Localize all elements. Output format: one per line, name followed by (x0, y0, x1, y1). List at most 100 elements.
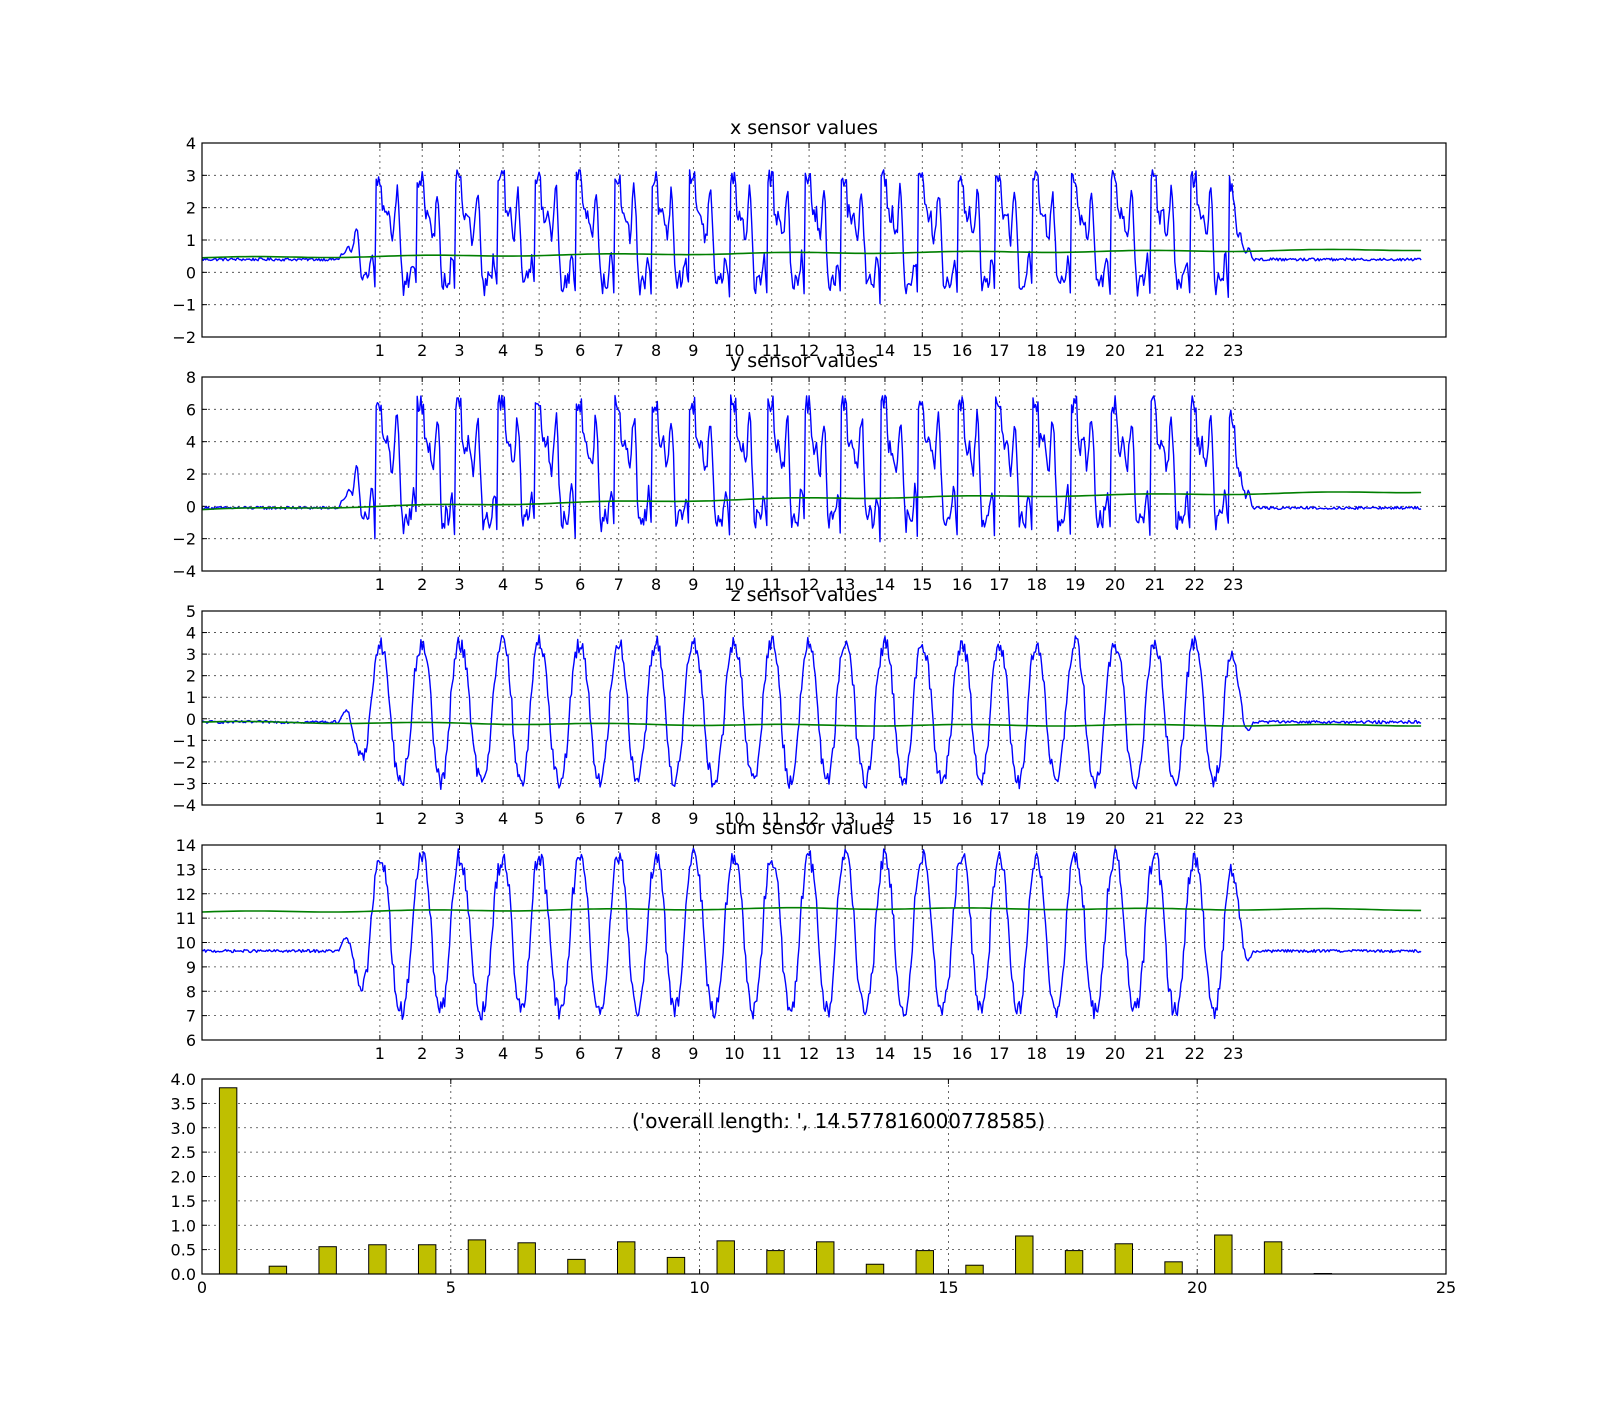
y-tick-label: 3 (186, 645, 196, 664)
y-tick-label: 3.0 (171, 1119, 196, 1138)
bar (1263, 1241, 1283, 1275)
x-tick-label: 16 (952, 1044, 972, 1063)
x-tick-label: 1 (375, 1044, 385, 1063)
signal-line (201, 169, 1422, 305)
y-tick-label: 13 (176, 860, 196, 879)
y-tick-label: −1 (172, 296, 196, 315)
y-tick-label: 4 (186, 433, 196, 452)
mean-line (201, 491, 1422, 511)
x-tick-label: 7 (614, 341, 624, 360)
x-tick-label: 20 (1187, 1278, 1207, 1297)
x-tick-label: 9 (688, 1044, 698, 1063)
x-tick-label: 18 (1027, 575, 1047, 594)
x-tick-label: 17 (989, 341, 1009, 360)
y-tick-label: 0.5 (171, 1241, 196, 1260)
x-tick-label: 2 (417, 809, 427, 828)
x-tick-label: 21 (1145, 1044, 1165, 1063)
y-tick-label: −4 (172, 796, 196, 815)
mean-line (201, 248, 1422, 259)
x-tick-label: 16 (952, 809, 972, 828)
z-sensor-title: z sensor values (731, 584, 878, 606)
x-tick-label: 21 (1145, 575, 1165, 594)
y-tick-label: 2 (186, 199, 196, 218)
y-tick-label: 0 (186, 263, 196, 282)
x-tick-label: 6 (575, 341, 585, 360)
bar (318, 1246, 337, 1275)
y-tick-label: 2.0 (171, 1168, 196, 1187)
x-tick-label: 9 (688, 809, 698, 828)
x-tick-label: 5 (446, 1278, 456, 1297)
x-tick-label: 6 (575, 809, 585, 828)
x-tick-label: 21 (1145, 809, 1165, 828)
x-tick-label: 7 (614, 575, 624, 594)
x-tick-label: 7 (614, 809, 624, 828)
y-tick-label: 1.0 (171, 1216, 196, 1235)
y-tick-label: 7 (186, 1007, 196, 1026)
y-tick-label: 9 (186, 958, 196, 977)
x-tick-label: 4 (498, 809, 508, 828)
bar (965, 1264, 984, 1275)
x-tick-label: 22 (1185, 575, 1205, 594)
y-tick-label: 1 (186, 688, 196, 707)
bar (716, 1240, 735, 1275)
x-tick-label: 14 (875, 341, 895, 360)
x-tick-label: 3 (454, 809, 464, 828)
x-tick-label: 18 (1027, 809, 1047, 828)
x-tick-label: 9 (688, 341, 698, 360)
axes-frame (201, 142, 1447, 338)
y-tick-label: 0 (186, 497, 196, 516)
y-tick-label: 0.0 (171, 1265, 196, 1284)
x-tick-label: 10 (689, 1278, 709, 1297)
y-tick-label: 8 (186, 368, 196, 387)
x-tick-label: 19 (1065, 1044, 1085, 1063)
x-tick-label: 10 (724, 341, 744, 360)
y-tick-label: 10 (176, 934, 196, 953)
y-sensor-title: y sensor values (730, 350, 878, 372)
bar (368, 1244, 387, 1275)
x-tick-label: 9 (688, 575, 698, 594)
x-tick-label: 17 (989, 1044, 1009, 1063)
x-tick-label: 18 (1027, 341, 1047, 360)
y-tick-label: 2 (186, 465, 196, 484)
bar (865, 1263, 885, 1275)
bar (268, 1265, 288, 1275)
x-tick-label: 11 (762, 809, 782, 828)
signal-line (201, 634, 1422, 790)
y-tick-label: −2 (172, 753, 196, 772)
x-tick-label: 13 (835, 575, 855, 594)
x-tick-label: 14 (875, 575, 895, 594)
x-tick-label: 2 (417, 341, 427, 360)
bar (616, 1241, 636, 1275)
x-tick-label: 22 (1185, 1044, 1205, 1063)
x-tick-label: 10 (724, 575, 744, 594)
x-tick-label: 12 (799, 809, 819, 828)
x-tick-label: 16 (952, 341, 972, 360)
x-tick-label: 7 (614, 1044, 624, 1063)
x-tick-label: 13 (835, 809, 855, 828)
x-tick-label: 14 (875, 809, 895, 828)
bar (517, 1242, 536, 1275)
bar (1064, 1250, 1084, 1275)
x-tick-label: 23 (1223, 809, 1243, 828)
x-tick-label: 6 (575, 1044, 585, 1063)
x-tick-label: 2 (417, 575, 427, 594)
axes-frame (201, 610, 1447, 806)
x-tick-label: 17 (989, 575, 1009, 594)
x-tick-label: 4 (498, 341, 508, 360)
y-tick-label: 11 (176, 909, 196, 928)
x-tick-label: 22 (1185, 809, 1205, 828)
y-tick-label: −1 (172, 731, 196, 750)
mean-line (201, 720, 1422, 727)
x-tick-label: 18 (1027, 1044, 1047, 1063)
x-tick-label: 6 (575, 575, 585, 594)
x-tick-label: 4 (498, 575, 508, 594)
mean-line (201, 906, 1422, 913)
x-tick-label: 13 (835, 341, 855, 360)
y-tick-label: 4 (186, 624, 196, 643)
y-tick-label: 3 (186, 166, 196, 185)
x-tick-label: 12 (799, 1044, 819, 1063)
bar (1114, 1243, 1134, 1275)
